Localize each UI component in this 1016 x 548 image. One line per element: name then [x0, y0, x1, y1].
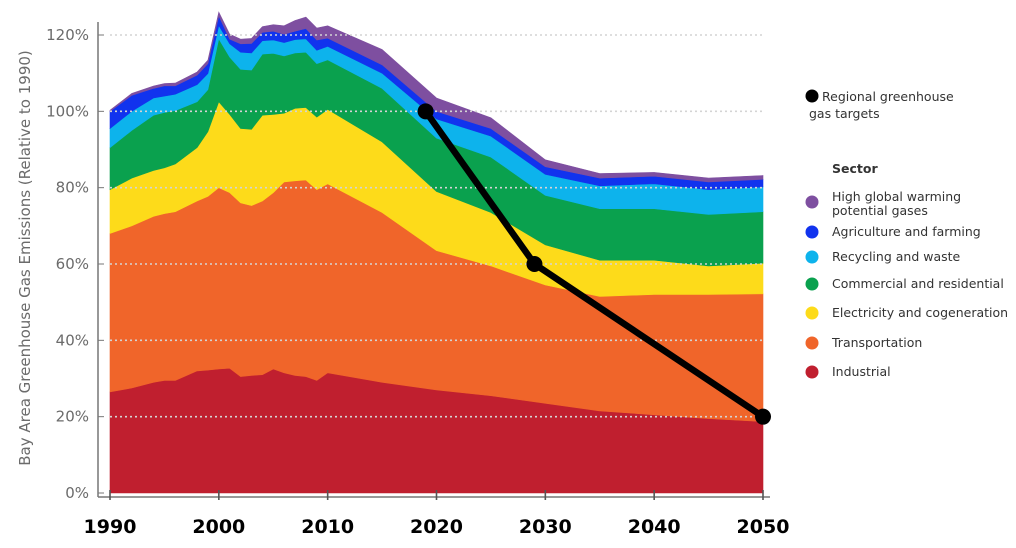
y-tick-label: 120%	[46, 26, 89, 44]
legend-swatch-high-global-warming-potential-gases	[805, 195, 819, 209]
legend-swatch-electricity-and-cogeneration	[805, 306, 819, 320]
stacked-areas	[109, 11, 764, 494]
legend: Regional greenhouse gas targets Sector Hi…	[805, 89, 1008, 379]
legend-label-agriculture-and-farming: Agriculture and farming	[832, 224, 981, 239]
y-axis-label: Bay Area Greenhouse Gas Emissions (Relat…	[16, 50, 34, 466]
y-tick-label: 100%	[46, 102, 89, 120]
gridlines	[110, 34, 763, 418]
y-tick-label: 40%	[56, 331, 89, 349]
axes	[97, 22, 770, 498]
x-tick-label: 2010	[301, 516, 354, 538]
legend-label-line: High global warming	[832, 189, 961, 204]
x-tick-label: 2040	[628, 516, 681, 538]
x-tick-label: 2020	[410, 516, 463, 538]
target-point	[417, 103, 434, 120]
legend-items: High global warming potential gases Agricu…	[805, 189, 1008, 379]
legend-label-high-global-warming-potential-gases: High global warming potential gases	[832, 189, 961, 218]
x-tick-label: 2000	[192, 516, 245, 538]
y-tick-label: 0%	[65, 484, 89, 502]
legend-label-industrial: Industrial	[832, 364, 891, 379]
legend-target-label-line: Regional greenhouse	[822, 89, 954, 104]
y-tick-label: 60%	[56, 255, 89, 273]
legend-swatch-agriculture-and-farming	[805, 225, 819, 239]
legend-target-label-line: gas targets	[809, 106, 880, 121]
legend-swatch-transportation	[805, 336, 819, 350]
legend-target-label: Regional greenhouse gas targets	[809, 89, 954, 121]
x-tick-label: 1990	[84, 516, 137, 538]
legend-swatch-commercial-and-residential	[805, 277, 819, 291]
legend-target-marker	[805, 89, 819, 103]
legend-label-electricity-and-cogeneration: Electricity and cogeneration	[832, 305, 1008, 320]
x-tick-label: 2050	[737, 516, 790, 538]
target-series	[417, 103, 771, 425]
target-point	[755, 408, 771, 425]
legend-label-transportation: Transportation	[831, 335, 922, 350]
legend-title: Sector	[832, 161, 878, 176]
legend-label-recycling-and-waste: Recycling and waste	[832, 249, 961, 264]
area-high-global-warming-potential-gases	[109, 11, 764, 183]
legend-swatch-recycling-and-waste	[805, 250, 819, 264]
y-tick-labels: 0% 20% 40% 60% 80% 100% 120%	[46, 26, 104, 502]
legend-label-line: potential gases	[832, 203, 928, 218]
y-tick-label: 80%	[56, 179, 89, 197]
y-tick-label: 20%	[56, 408, 89, 426]
x-tick-label: 2030	[519, 516, 572, 538]
legend-label-commercial-and-residential: Commercial and residential	[832, 276, 1004, 291]
target-point	[526, 256, 543, 272]
legend-swatch-industrial	[805, 365, 819, 379]
x-tick-labels: 1990 2000 2010 2020 2030 2040 2050	[84, 490, 790, 538]
